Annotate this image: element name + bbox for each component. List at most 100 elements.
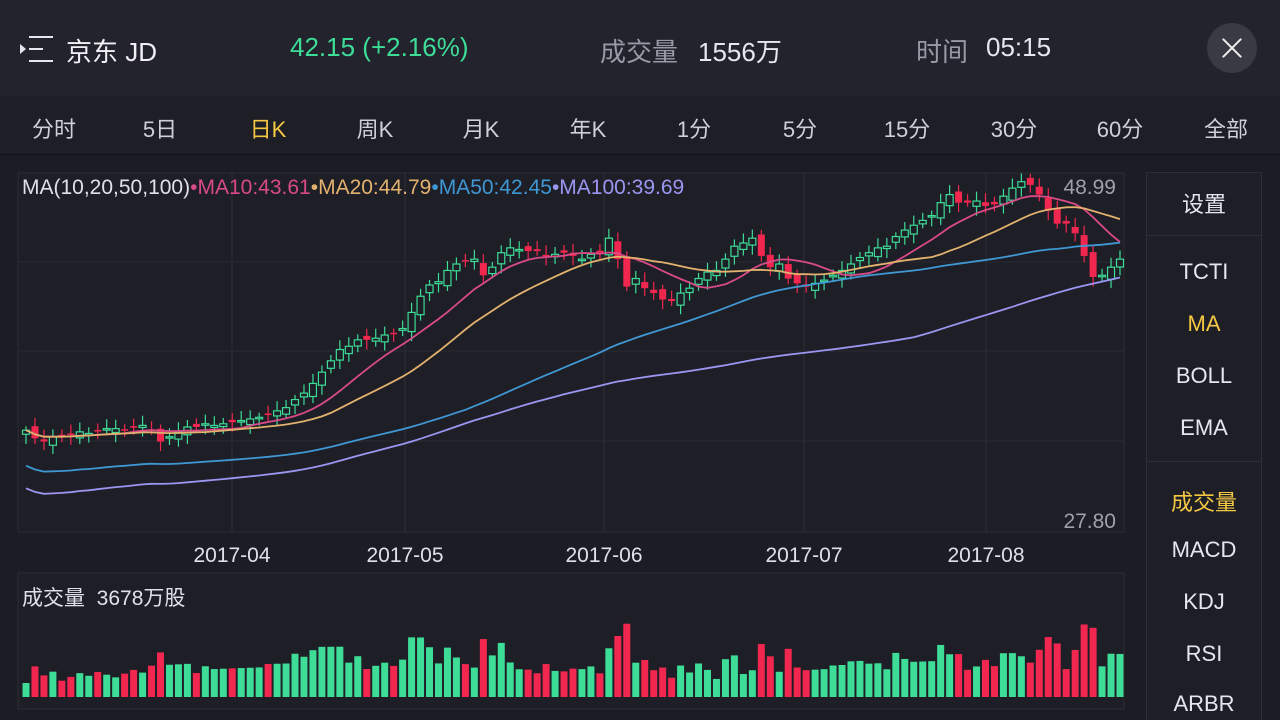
candle-body xyxy=(631,277,640,285)
settings-button[interactable]: 设置 xyxy=(1181,192,1226,217)
candle-body xyxy=(434,281,443,285)
indicator-arbr[interactable]: ARBR xyxy=(1173,691,1235,716)
volume-bar xyxy=(524,669,532,697)
tab-intraday[interactable]: 分时 xyxy=(31,117,77,142)
volume-bar xyxy=(883,669,891,697)
volume-bar xyxy=(784,648,792,697)
candle-body xyxy=(668,299,676,302)
x-tick-label: 2017-04 xyxy=(193,544,271,567)
ma50-line xyxy=(25,241,1121,473)
indicator-volume[interactable]: 成交量 xyxy=(1170,490,1237,515)
tab-all[interactable]: 全部 xyxy=(1203,117,1249,142)
candle-body xyxy=(506,247,515,256)
volume-bar xyxy=(964,669,972,697)
candle-body xyxy=(299,392,309,398)
ma10-value: MA10:43.61 xyxy=(197,176,311,199)
tab-daily-k[interactable]: 日K xyxy=(249,117,287,142)
ma20-legend: •MA20:44.79 xyxy=(310,176,432,199)
volume-bar xyxy=(1053,643,1061,697)
volume-bar xyxy=(354,656,362,697)
candle-body xyxy=(586,253,596,259)
close-icon[interactable] xyxy=(1207,23,1257,73)
candle-body xyxy=(326,360,335,369)
volume-bar xyxy=(892,652,900,697)
volume-bar xyxy=(838,665,846,697)
candle-body xyxy=(712,269,721,277)
candle-body xyxy=(1026,177,1034,185)
tab-monthly-k[interactable]: 月K xyxy=(462,117,500,142)
tab-60min[interactable]: 60分 xyxy=(1096,117,1144,142)
candle-body xyxy=(255,416,264,420)
volume-bar xyxy=(399,659,407,697)
candle-body xyxy=(48,436,58,446)
indicator-macd[interactable]: MACD xyxy=(1171,537,1237,562)
ma-legend: MA(10,20,50,100)•MA10:43.61•MA20:44.79•M… xyxy=(22,176,684,200)
candle-body xyxy=(192,423,200,428)
indicator-ema[interactable]: EMA xyxy=(1180,415,1228,440)
candle-body xyxy=(659,289,667,300)
volume-label: 成交量 xyxy=(600,37,679,67)
volume-bar xyxy=(103,674,111,697)
volume-bar xyxy=(981,659,989,697)
candle-body xyxy=(1097,274,1107,278)
volume-bar xyxy=(704,669,712,697)
volume-bar xyxy=(802,670,810,697)
ma100-legend: •MA100:39.69 xyxy=(551,176,685,199)
kline-chart[interactable] xyxy=(0,155,1140,719)
candle-body xyxy=(165,436,174,439)
indicator-boll[interactable]: BOLL xyxy=(1175,363,1233,388)
volume-bar xyxy=(426,647,434,697)
candle-body xyxy=(40,439,48,442)
volume-bar xyxy=(1089,627,1097,697)
indicator-kdj[interactable]: KDJ xyxy=(1183,589,1225,614)
tab-yearly-k[interactable]: 年K xyxy=(569,117,607,142)
volume-bar xyxy=(49,671,57,697)
volume-bar xyxy=(650,670,658,697)
volume-bar xyxy=(58,680,66,697)
candle-body xyxy=(461,259,469,262)
top-bar: 京东 JD 42.15 (+2.16%) 成交量 1556万 时间 05:15 xyxy=(0,0,1280,96)
candle-body xyxy=(157,428,165,442)
indicator-rsi[interactable]: RSI xyxy=(1185,641,1223,666)
candle-body xyxy=(138,424,147,429)
tab-5day[interactable]: 5日 xyxy=(142,117,178,142)
ma20-line xyxy=(25,206,1121,438)
volume-bar xyxy=(919,661,927,697)
period-tab-bar: 分时 5日 日K 周K 月K 年K 1分 5分 15分 30分 60分 全部 xyxy=(0,96,1280,155)
candle-body xyxy=(882,245,891,250)
volume-bar xyxy=(847,661,855,697)
candle-body xyxy=(1035,186,1043,195)
x-tick-label: 2017-05 xyxy=(366,544,444,567)
volume-bar xyxy=(1098,666,1106,697)
ma100-value: MA100:39.69 xyxy=(559,176,685,199)
volume-bar xyxy=(775,671,783,697)
candle-body xyxy=(793,274,801,284)
ma100-line xyxy=(25,276,1121,495)
volume-bar xyxy=(1107,653,1115,697)
candle-body xyxy=(67,433,75,436)
indicator-tcti[interactable]: TCTI xyxy=(1179,259,1229,284)
candle-body xyxy=(31,426,39,439)
candle-body xyxy=(1106,266,1116,280)
menu-icon[interactable] xyxy=(20,36,54,62)
volume-bar xyxy=(955,654,963,697)
tab-15min[interactable]: 15分 xyxy=(883,117,931,142)
indicator-ma[interactable]: MA xyxy=(1187,311,1221,336)
volume-bar xyxy=(363,669,371,697)
tab-1min[interactable]: 1分 xyxy=(676,117,712,142)
candle-body xyxy=(864,252,874,257)
tab-weekly-k[interactable]: 周K xyxy=(356,117,394,142)
candle-body xyxy=(121,429,129,431)
tab-5min[interactable]: 5分 xyxy=(782,117,818,142)
tab-30min[interactable]: 30分 xyxy=(990,117,1038,142)
volume-bar xyxy=(946,654,954,697)
candle-body xyxy=(524,246,532,252)
volume-bar xyxy=(865,663,873,697)
indicator-side-panel: 设置 TCTI MA BOLL EMA 成交量 MACD KDJ RSI ARB… xyxy=(1146,172,1262,720)
volume-bar xyxy=(434,663,442,697)
candle-body xyxy=(784,264,792,279)
volume-bar xyxy=(551,670,559,697)
volume-bar xyxy=(479,639,487,697)
candle-body xyxy=(281,407,291,415)
volume-bar xyxy=(928,661,936,697)
